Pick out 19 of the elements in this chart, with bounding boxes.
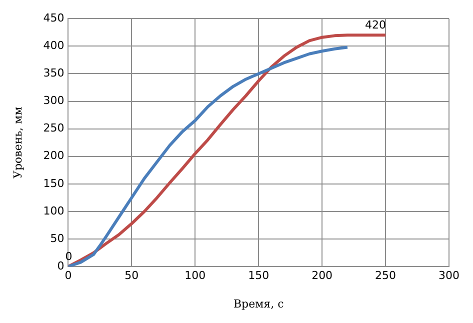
- y-tick-label: 200: [43, 149, 64, 162]
- y-tick-label: 450: [43, 11, 64, 24]
- y-tick-label: 0: [57, 259, 64, 272]
- y-tick-label: 350: [43, 66, 64, 80]
- y-tick-label: 150: [43, 176, 64, 190]
- x-tick-label: 100: [184, 269, 206, 282]
- y-tick-label: 100: [43, 204, 64, 218]
- annotation: 420: [365, 18, 386, 32]
- x-tick-label: 250: [375, 269, 396, 282]
- y-tick-label: 300: [43, 94, 64, 108]
- x-tick-label: 150: [248, 269, 270, 282]
- y-tick-label: 250: [43, 122, 64, 135]
- y-tick-label: 400: [43, 39, 64, 52]
- y-axis-title: Уровень, мм: [11, 106, 24, 178]
- x-tick-label: 50: [124, 269, 139, 282]
- x-axis-title: Время, с: [233, 297, 284, 310]
- x-tick-label: 200: [312, 269, 333, 282]
- x-tick-label: 300: [438, 269, 460, 282]
- y-tick-label: 50: [50, 232, 64, 245]
